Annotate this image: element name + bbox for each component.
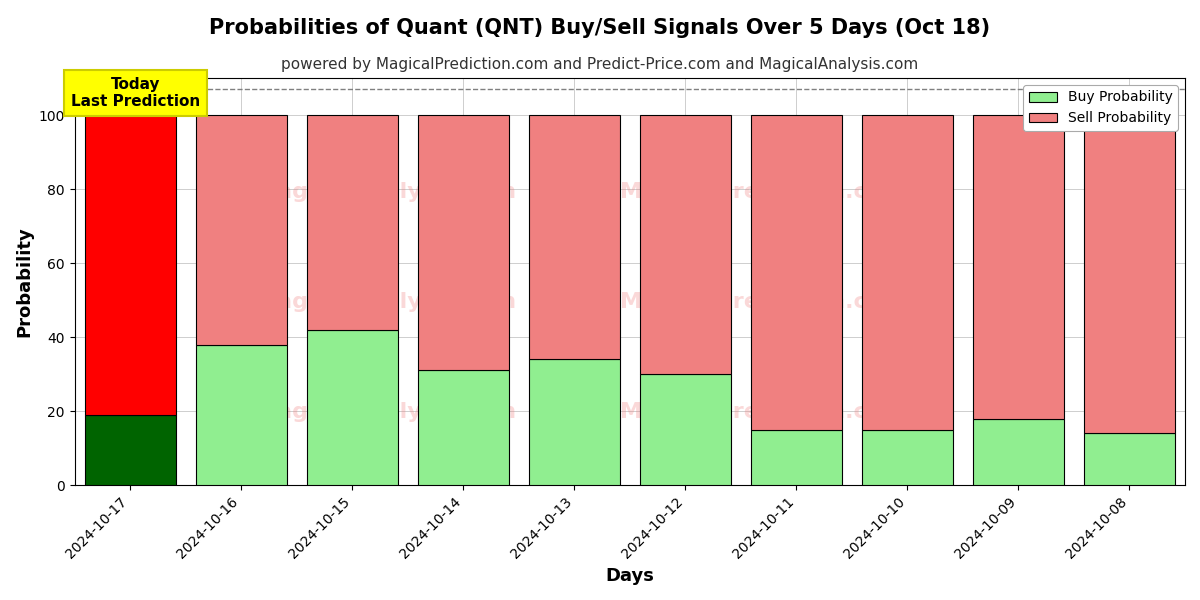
Bar [418,115,509,370]
Bar [1084,433,1175,485]
Text: MagicalAnalysis.com: MagicalAnalysis.com [254,182,516,202]
Legend: Buy Probability, Sell Probability: Buy Probability, Sell Probability [1024,85,1178,131]
Text: powered by MagicalPrediction.com and Predict-Price.com and MagicalAnalysis.com: powered by MagicalPrediction.com and Pre… [281,57,919,72]
Text: MagicalPrediction.com: MagicalPrediction.com [620,182,906,202]
Text: MagicalPrediction.com: MagicalPrediction.com [620,402,906,422]
Bar [973,419,1064,485]
Y-axis label: Probability: Probability [16,226,34,337]
Bar [418,370,509,485]
Bar [862,115,953,430]
Bar [196,115,287,344]
Bar [196,344,287,485]
Bar [529,359,620,485]
Text: MagicalAnalysis.com: MagicalAnalysis.com [254,292,516,312]
Bar [751,115,842,430]
Bar [640,374,731,485]
Bar [307,115,397,330]
Text: MagicalPrediction.com: MagicalPrediction.com [620,292,906,312]
Bar [1084,115,1175,433]
Bar [973,115,1064,419]
Bar [85,415,175,485]
Bar [862,430,953,485]
Bar [85,115,175,415]
Text: Today
Last Prediction: Today Last Prediction [71,77,200,109]
Text: MagicalAnalysis.com: MagicalAnalysis.com [254,402,516,422]
Bar [307,330,397,485]
Bar [751,430,842,485]
Bar [529,115,620,359]
X-axis label: Days: Days [605,567,654,585]
Text: Probabilities of Quant (QNT) Buy/Sell Signals Over 5 Days (Oct 18): Probabilities of Quant (QNT) Buy/Sell Si… [210,18,990,38]
Bar [640,115,731,374]
